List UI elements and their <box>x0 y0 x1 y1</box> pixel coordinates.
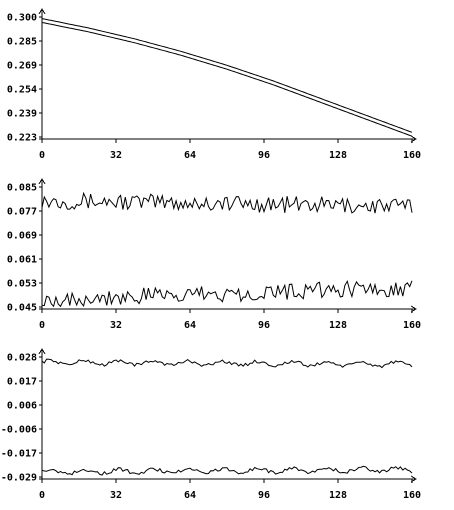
series-line-2 <box>41 280 413 308</box>
x-tick-label: 32 <box>110 490 122 501</box>
y-tick-label: 0.285 <box>7 37 37 48</box>
y-tick-label: 0.028 <box>7 353 37 364</box>
series-line-1 <box>41 191 413 214</box>
x-tick-label: 32 <box>110 320 122 331</box>
x-tick-label: 128 <box>329 320 347 331</box>
y-tick-label: 0.269 <box>7 61 37 72</box>
series-line-2 <box>41 465 413 476</box>
x-axis-arrow <box>410 305 417 313</box>
x-tick-label: 32 <box>110 150 122 161</box>
y-tick-label: 0.053 <box>7 279 37 290</box>
y-tick-label: 0.254 <box>7 85 37 96</box>
x-tick-label: 64 <box>184 320 196 331</box>
x-tick-label: 0 <box>39 490 45 501</box>
y-tick-label: 0.239 <box>7 109 37 120</box>
series-line-2 <box>41 22 413 137</box>
y-axis-arrow <box>38 348 46 355</box>
x-tick-label: 0 <box>39 320 45 331</box>
y-tick-label: 0.085 <box>7 183 37 194</box>
x-tick-label: 160 <box>403 320 421 331</box>
x-axis-arrow <box>410 135 417 143</box>
x-tick-label: 64 <box>184 490 196 501</box>
x-tick-label: 128 <box>329 150 347 161</box>
x-tick-label: 96 <box>258 150 270 161</box>
x-axis-arrow <box>410 475 417 483</box>
y-tick-label: 0.069 <box>7 231 37 242</box>
x-tick-label: 0 <box>39 150 45 161</box>
y-tick-label: 0.017 <box>7 377 37 388</box>
y-tick-label: -0.029 <box>1 473 37 484</box>
y-tick-label: -0.006 <box>1 425 37 436</box>
x-tick-label: 128 <box>329 490 347 501</box>
y-tick-label: 0.006 <box>7 401 37 412</box>
series-line-1 <box>41 18 413 133</box>
y-tick-label: 0.223 <box>7 133 37 144</box>
x-tick-label: 160 <box>403 490 421 501</box>
y-tick-label: -0.017 <box>1 449 37 460</box>
y-tick-label: 0.061 <box>7 255 37 266</box>
y-tick-label: 0.077 <box>7 207 37 218</box>
x-tick-label: 64 <box>184 150 196 161</box>
y-axis-arrow <box>38 8 46 15</box>
x-tick-label: 160 <box>403 150 421 161</box>
x-tick-label: 96 <box>258 320 270 331</box>
y-tick-label: 0.300 <box>7 13 37 24</box>
y-axis-arrow <box>38 178 46 185</box>
y-tick-label: 0.045 <box>7 303 37 314</box>
series-line-1 <box>41 358 413 369</box>
x-tick-label: 96 <box>258 490 270 501</box>
